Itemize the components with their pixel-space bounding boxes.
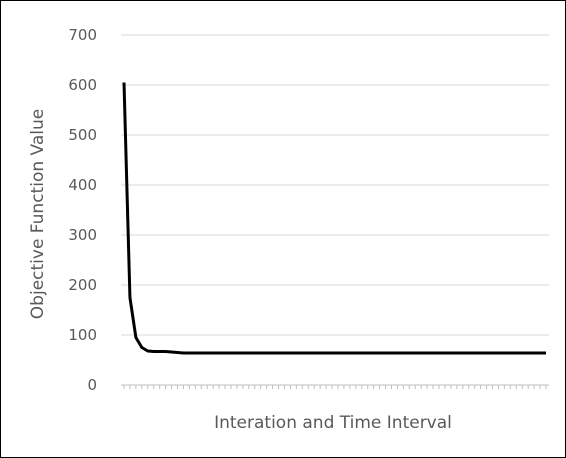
y-tick-label: 0 bbox=[87, 376, 97, 394]
y-tick-label: 700 bbox=[68, 26, 97, 44]
y-tick-label: 300 bbox=[68, 226, 97, 244]
y-axis-title: Objective Function Value bbox=[28, 109, 48, 319]
y-tick-label: 200 bbox=[68, 276, 97, 294]
y-tick-label: 500 bbox=[68, 126, 97, 144]
y-tick-labels: 0 100 200 300 400 500 600 700 bbox=[68, 26, 97, 394]
gridlines bbox=[121, 34, 549, 336]
y-tick-label: 600 bbox=[68, 76, 97, 94]
x-axis bbox=[121, 384, 549, 389]
series-line bbox=[122, 82, 546, 355]
y-tick-label: 400 bbox=[68, 176, 97, 194]
y-tick-label: 100 bbox=[68, 326, 97, 344]
x-axis-title: Interation and Time Interval bbox=[214, 413, 452, 433]
series-layer bbox=[122, 82, 546, 355]
